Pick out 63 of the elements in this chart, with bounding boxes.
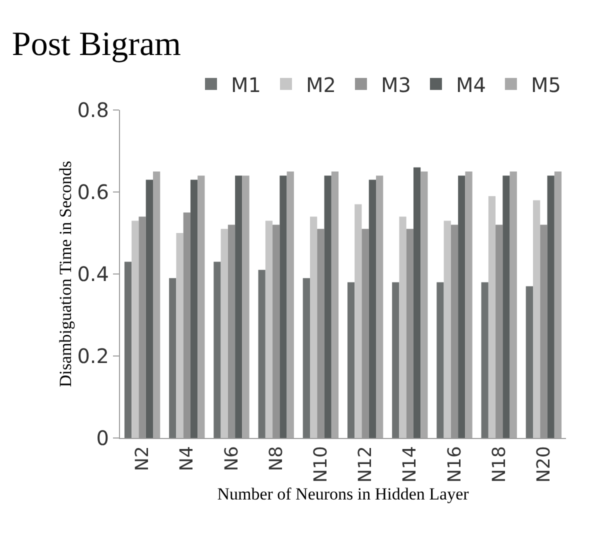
bar (310, 216, 318, 438)
bar (265, 220, 273, 438)
bar (176, 233, 184, 438)
legend-label: M5 (530, 72, 561, 97)
bar (420, 172, 428, 438)
bar (376, 176, 384, 438)
x-tick-label: N14 (400, 446, 421, 483)
bar (331, 172, 339, 438)
y-axis-title: Disambiguation Time in Seconds (56, 160, 76, 388)
bar (302, 278, 310, 438)
legend-label: M3 (380, 72, 411, 97)
chart-title: Post Bigram (12, 26, 181, 63)
bar (526, 286, 533, 438)
bar (198, 176, 205, 438)
bar (368, 180, 376, 438)
bar (392, 282, 400, 438)
bar (465, 172, 472, 438)
x-tick-label: N18 (488, 446, 510, 483)
bar (286, 172, 294, 438)
bar (235, 176, 242, 438)
bar (280, 176, 287, 438)
y-tick-label: 0.8 (77, 98, 109, 122)
legend-label: M1 (231, 72, 261, 97)
bar (547, 176, 554, 438)
x-tick-label: N2 (132, 446, 154, 472)
bar (444, 220, 451, 438)
bar (324, 176, 332, 438)
bar (399, 216, 406, 438)
x-tick-label: N8 (266, 446, 287, 472)
bar (190, 180, 198, 438)
bar (458, 176, 466, 438)
bar (354, 204, 362, 438)
bar (214, 262, 221, 438)
y-tick-label: 0.2 (77, 344, 109, 368)
x-tick-label: N16 (444, 446, 466, 483)
bar (124, 262, 132, 438)
y-tick-label: 0.6 (77, 180, 109, 204)
bar (347, 282, 355, 438)
bar (220, 228, 228, 438)
y-tick-label: 0.4 (77, 262, 109, 286)
x-tick-label: N6 (221, 446, 242, 472)
legend-label: M2 (306, 72, 336, 97)
bar (169, 278, 176, 438)
legend-label: M4 (456, 72, 486, 97)
bar (153, 172, 160, 438)
x-tick-label: N4 (176, 446, 198, 472)
bar (146, 180, 153, 438)
y-tick-label: 0 (96, 426, 109, 450)
bar (554, 172, 562, 438)
x-axis-title: Number of Neurons in Hidden Layer (217, 484, 470, 504)
bar (132, 220, 139, 438)
bar (533, 200, 540, 438)
bar (481, 282, 488, 438)
x-tick-label: N20 (534, 446, 555, 483)
bar (502, 176, 510, 438)
bar (436, 282, 444, 438)
bar (510, 172, 517, 438)
bar (413, 167, 421, 438)
x-tick-label: N12 (355, 446, 376, 483)
x-tick-label: N10 (310, 446, 332, 483)
bar (258, 270, 266, 438)
bar (488, 196, 496, 438)
bar (242, 176, 250, 438)
